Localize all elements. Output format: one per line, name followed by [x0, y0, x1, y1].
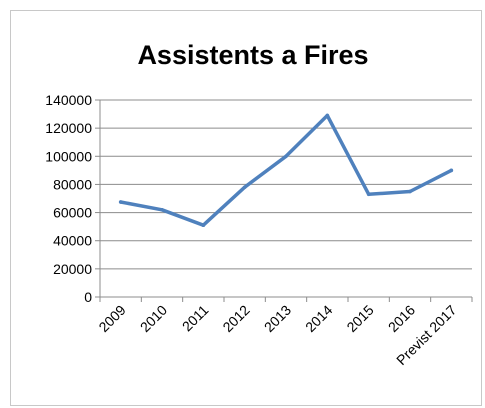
data-point: [118, 200, 123, 204]
y-tick-labels: 0 20000 40000 60000 80000 100000 120000 140000: [45, 92, 92, 305]
data-point: [160, 207, 164, 212]
y-tick-label: 120000: [45, 120, 92, 136]
y-tick-label: 100000: [45, 148, 92, 164]
data-point: [201, 223, 206, 228]
data-point: [242, 185, 247, 190]
y-tick-label: 20000: [53, 261, 92, 277]
y-tick-label: 60000: [53, 205, 92, 221]
series: [118, 113, 454, 228]
x-tick-label: 2016: [385, 302, 418, 335]
y-tick-label: 140000: [45, 92, 92, 108]
y-tick-label: 80000: [53, 176, 92, 192]
axes: [95, 99, 473, 302]
x-tick-label: 2013: [261, 302, 294, 335]
x-tick-label: 2011: [179, 302, 212, 335]
y-tick-label: 0: [84, 289, 92, 305]
chart-title: Assistents a Fires: [137, 40, 368, 70]
x-tick-label: 2010: [137, 302, 170, 335]
data-point: [449, 168, 454, 173]
data-point: [366, 192, 371, 197]
data-point: [325, 113, 330, 118]
data-point: [284, 154, 288, 159]
x-tick-label: 2015: [343, 302, 376, 335]
chart-frame: [10, 10, 482, 406]
x-tick-label: 2012: [219, 302, 252, 335]
y-tick-label: 40000: [53, 233, 92, 249]
gridlines: [100, 99, 472, 270]
x-tick-label: 2014: [302, 302, 335, 335]
series-line: [118, 113, 454, 227]
x-tick-label: 2009: [95, 302, 128, 335]
data-point: [408, 189, 412, 194]
x-tick-labels: 2009 2010 2011 2012 2013 2014 2015 2016Previst …: [95, 302, 459, 368]
